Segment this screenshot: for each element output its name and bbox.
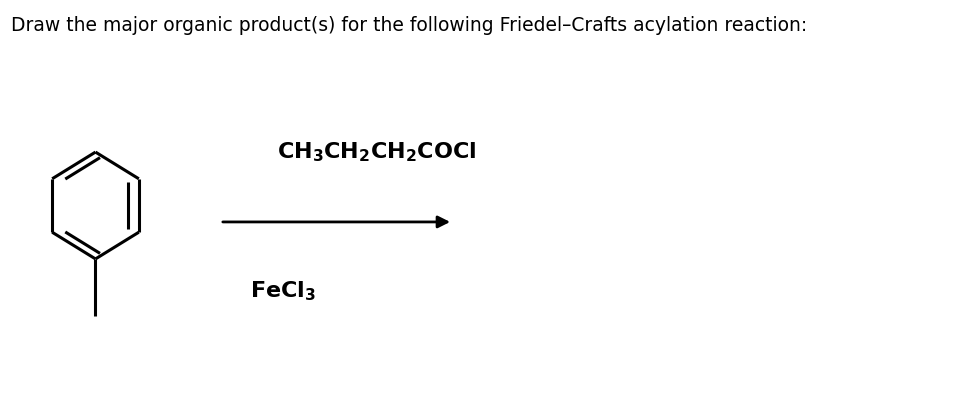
Text: $\mathbf{FeCl_3}$: $\mathbf{FeCl_3}$ <box>250 279 316 303</box>
Text: Draw the major organic product(s) for the following Friedel–Crafts acylation rea: Draw the major organic product(s) for th… <box>11 16 808 35</box>
Text: $\mathbf{CH_3CH_2CH_2COCl}$: $\mathbf{CH_3CH_2CH_2COCl}$ <box>277 141 476 164</box>
